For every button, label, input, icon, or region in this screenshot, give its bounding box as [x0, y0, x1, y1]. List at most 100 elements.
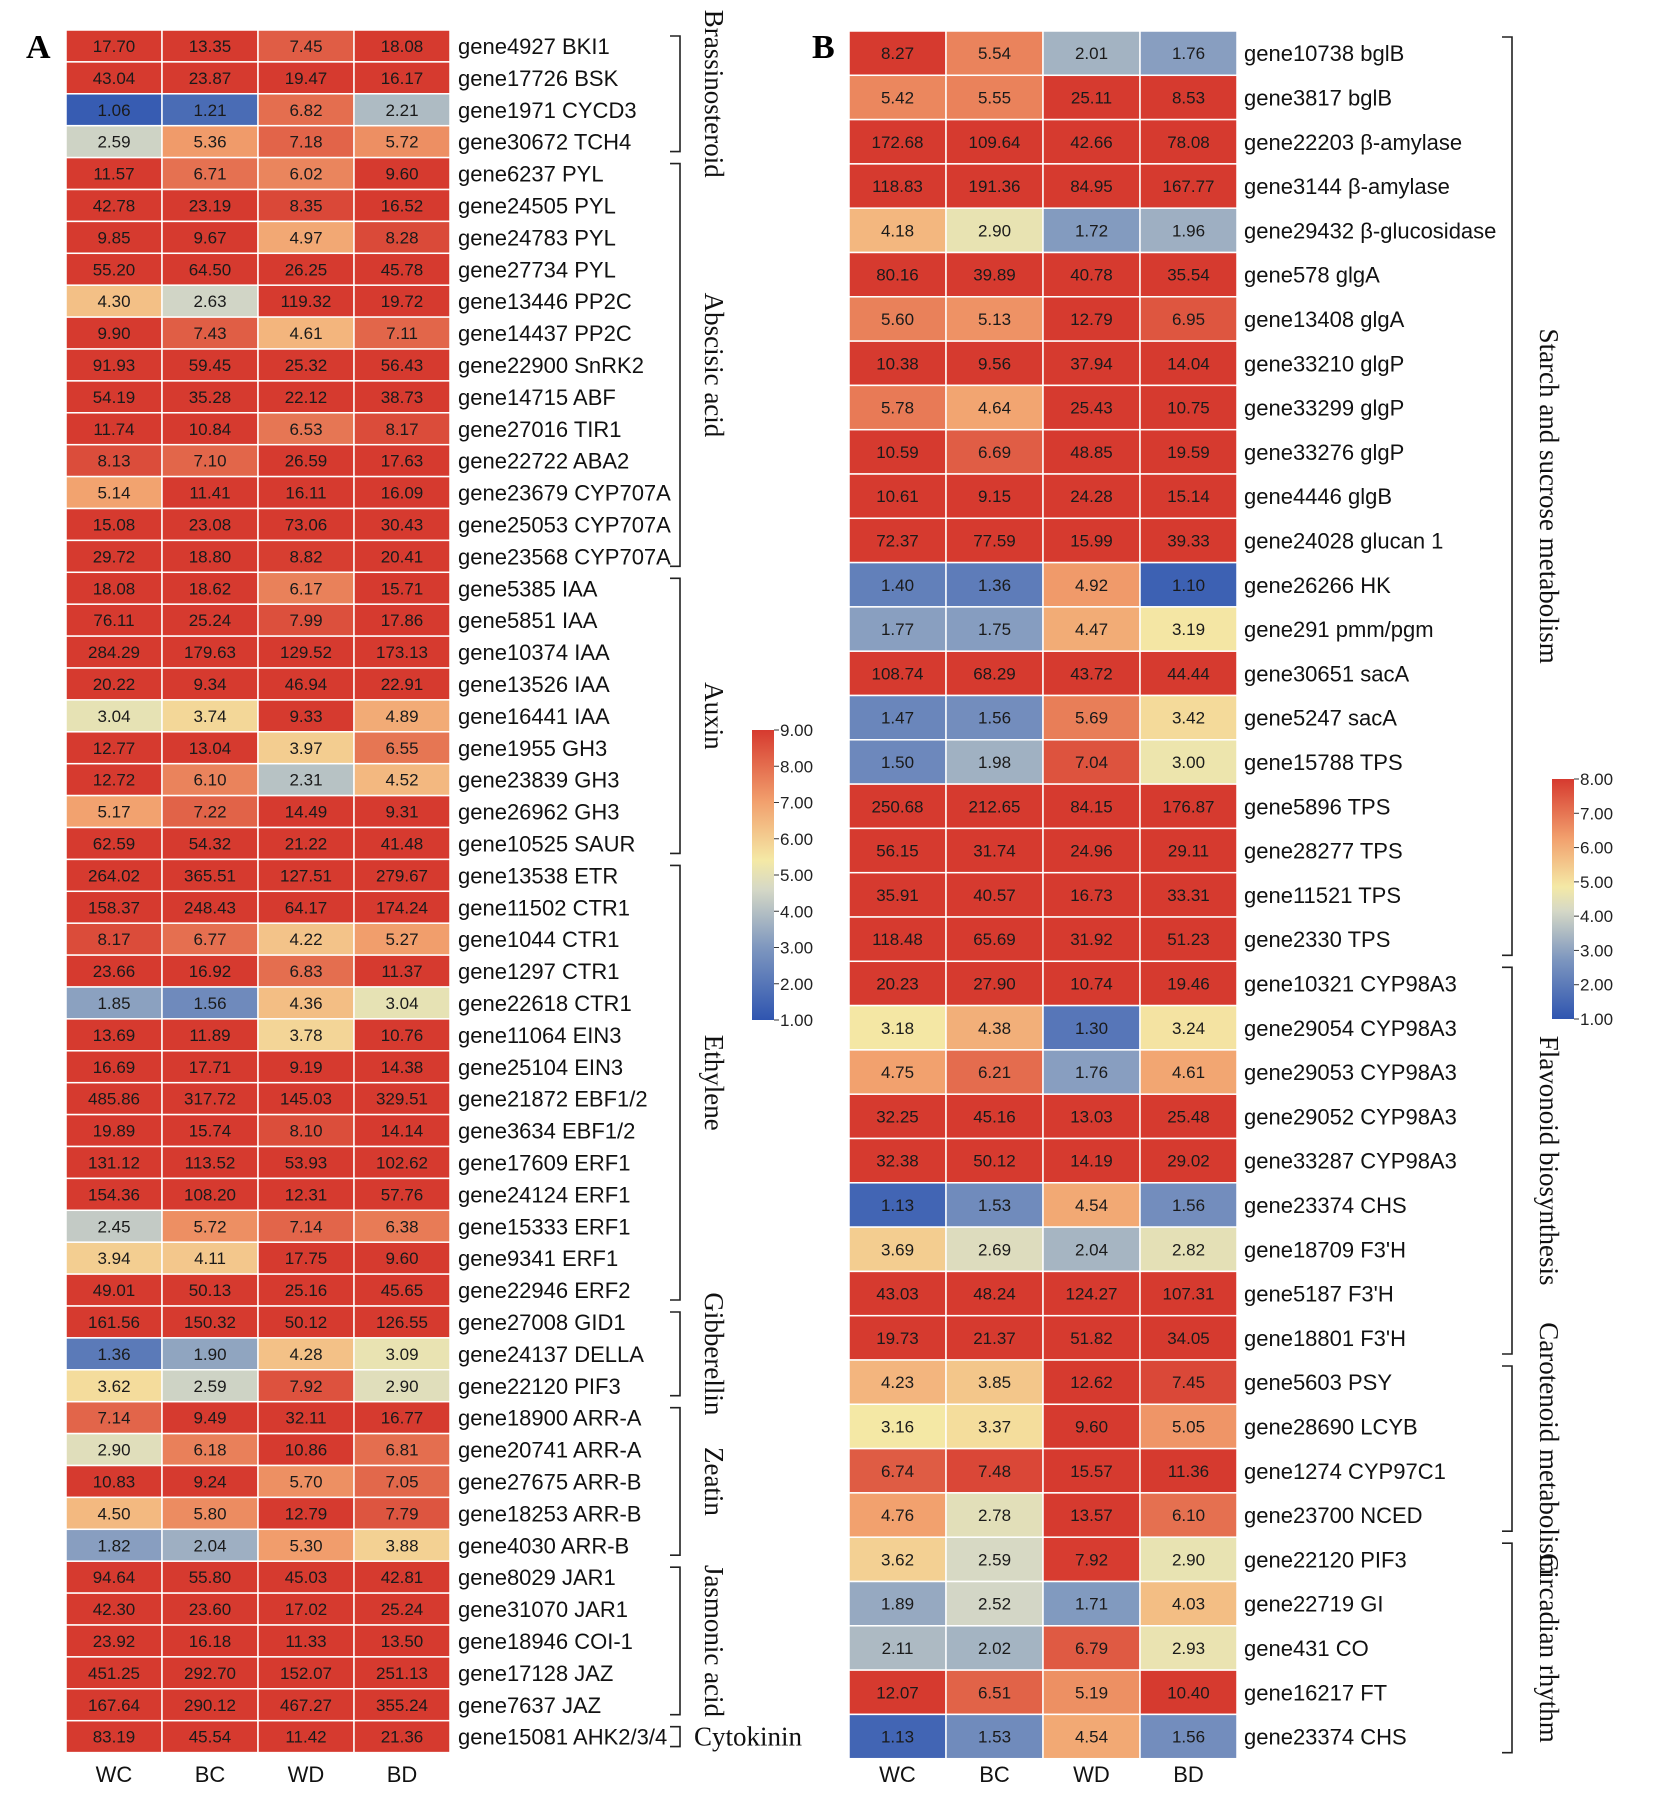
cell-value: 167.77 [1163, 177, 1215, 196]
gene-label: gene22946 ERF2 [458, 1278, 630, 1303]
cell-value: 7.92 [289, 1377, 322, 1396]
cell-value: 9.60 [1075, 1417, 1108, 1436]
heatmap-cell [65, 252, 163, 286]
heatmap-cell [161, 1688, 259, 1722]
gene-label: gene10525 SAUR [458, 831, 635, 856]
cell-value: 3.62 [97, 1377, 130, 1396]
gene-label: gene22722 ABA2 [458, 449, 629, 474]
heatmap-cell [257, 986, 355, 1020]
heatmap-cell [1139, 384, 1238, 431]
cell-value: 12.31 [285, 1185, 328, 1204]
cell-value: 9.60 [385, 165, 418, 184]
cell-value: 5.13 [978, 310, 1011, 329]
heatmap-cell [161, 29, 259, 63]
cell-value: 17.63 [381, 452, 424, 471]
cell-value: 1.98 [978, 753, 1011, 772]
heatmap-cell [353, 1337, 451, 1371]
cell-value: 7.11 [386, 324, 418, 343]
cell-value: 6.17 [289, 579, 322, 598]
cell-value: 1.71 [1075, 1595, 1108, 1614]
heatmap-cell [1042, 827, 1141, 874]
legend-tick-label: 5.00 [1580, 873, 1613, 892]
heatmap-cell [353, 1560, 451, 1594]
heatmap-cell [161, 1464, 259, 1499]
heatmap-cell [945, 1625, 1044, 1671]
cell-value: 48.85 [1070, 443, 1113, 462]
cell-value: 355.24 [376, 1696, 428, 1715]
cell-value: 72.37 [876, 531, 919, 550]
heatmap-cell [1042, 30, 1141, 77]
cell-value: 50.12 [285, 1313, 328, 1332]
column-label: WD [288, 1762, 325, 1787]
cell-value: 26.59 [285, 452, 328, 471]
gene-label: gene26962 GH3 [458, 800, 619, 825]
cell-value: 9.90 [97, 324, 130, 343]
cell-value: 5.70 [289, 1472, 322, 1491]
heatmap-cell [945, 428, 1044, 475]
gene-label: gene17128 JAZ [458, 1661, 613, 1686]
cell-value: 118.83 [872, 177, 923, 196]
cell-value: 9.24 [193, 1472, 226, 1491]
cell-value: 150.32 [184, 1313, 236, 1332]
heatmap-cell [257, 1113, 355, 1148]
cell-value: 78.08 [1167, 133, 1210, 152]
cell-value: 68.29 [973, 664, 1016, 683]
heatmap-cell [257, 922, 355, 956]
cell-value: 65.69 [973, 930, 1016, 949]
cell-value: 131.12 [88, 1153, 140, 1172]
cell-value: 3.37 [978, 1417, 1011, 1436]
cell-value: 2.31 [289, 771, 322, 790]
cell-value: 8.53 [1172, 88, 1205, 107]
cell-value: 39.33 [1167, 531, 1210, 550]
heatmap-cell [1042, 517, 1141, 564]
gene-label: gene23679 CYP707A [458, 481, 671, 506]
category-bracket [670, 864, 681, 1301]
legend-tick-label: 6.00 [780, 830, 813, 849]
cell-value: 485.86 [88, 1090, 140, 1109]
panel-label: A [26, 29, 51, 66]
heatmap-cell [1042, 1049, 1141, 1095]
gene-label: gene10321 CYP98A3 [1244, 971, 1457, 996]
gene-label: gene30651 sacA [1244, 661, 1409, 686]
cell-value: 13.50 [381, 1632, 424, 1651]
cell-value: 53.93 [285, 1153, 328, 1172]
cell-value: 329.51 [376, 1090, 428, 1109]
heatmap-cell [1139, 251, 1238, 298]
cell-value: 21.22 [285, 834, 328, 853]
heatmap-cell [353, 826, 451, 861]
heatmap-cell [1139, 1226, 1238, 1273]
gene-label: gene16217 FT [1244, 1680, 1387, 1705]
cell-value: 1.56 [978, 709, 1011, 728]
heatmap-cell [1139, 1182, 1238, 1228]
cell-value: 12.77 [93, 739, 136, 758]
cell-value: 5.17 [97, 803, 130, 822]
cell-value: 54.32 [189, 834, 232, 853]
cell-value: 1.82 [97, 1536, 130, 1555]
heatmap-cell [848, 1137, 947, 1184]
gene-label: gene15333 ERF1 [458, 1214, 630, 1239]
cell-value: 1.40 [881, 576, 914, 595]
cell-value: 1.30 [1075, 1019, 1108, 1038]
cell-value: 5.19 [1075, 1683, 1108, 1702]
heatmap-cell [1139, 473, 1238, 520]
cell-value: 1.36 [978, 576, 1011, 595]
gene-label: gene22120 PIF3 [1244, 1547, 1407, 1572]
heatmap-cell [945, 1137, 1044, 1184]
cell-value: 17.02 [285, 1600, 328, 1619]
heatmap-cell [65, 731, 163, 765]
heatmap-cell [848, 960, 947, 1007]
cell-value: 9.49 [193, 1409, 226, 1428]
cell-value: 212.65 [969, 797, 1021, 816]
cell-value: 451.25 [88, 1664, 140, 1683]
heatmap-cell [353, 571, 451, 605]
cell-value: 251.13 [376, 1664, 428, 1683]
heatmap-cell [848, 650, 947, 697]
legend-tick-label: 1.00 [780, 1011, 813, 1030]
cell-value: 6.81 [385, 1441, 418, 1460]
legend-tick-label: 7.00 [780, 794, 813, 813]
heatmap-cell [1139, 739, 1238, 785]
cell-value: 45.78 [381, 260, 424, 279]
gene-label: gene10738 bglB [1244, 41, 1404, 66]
category-bracket [670, 577, 681, 855]
